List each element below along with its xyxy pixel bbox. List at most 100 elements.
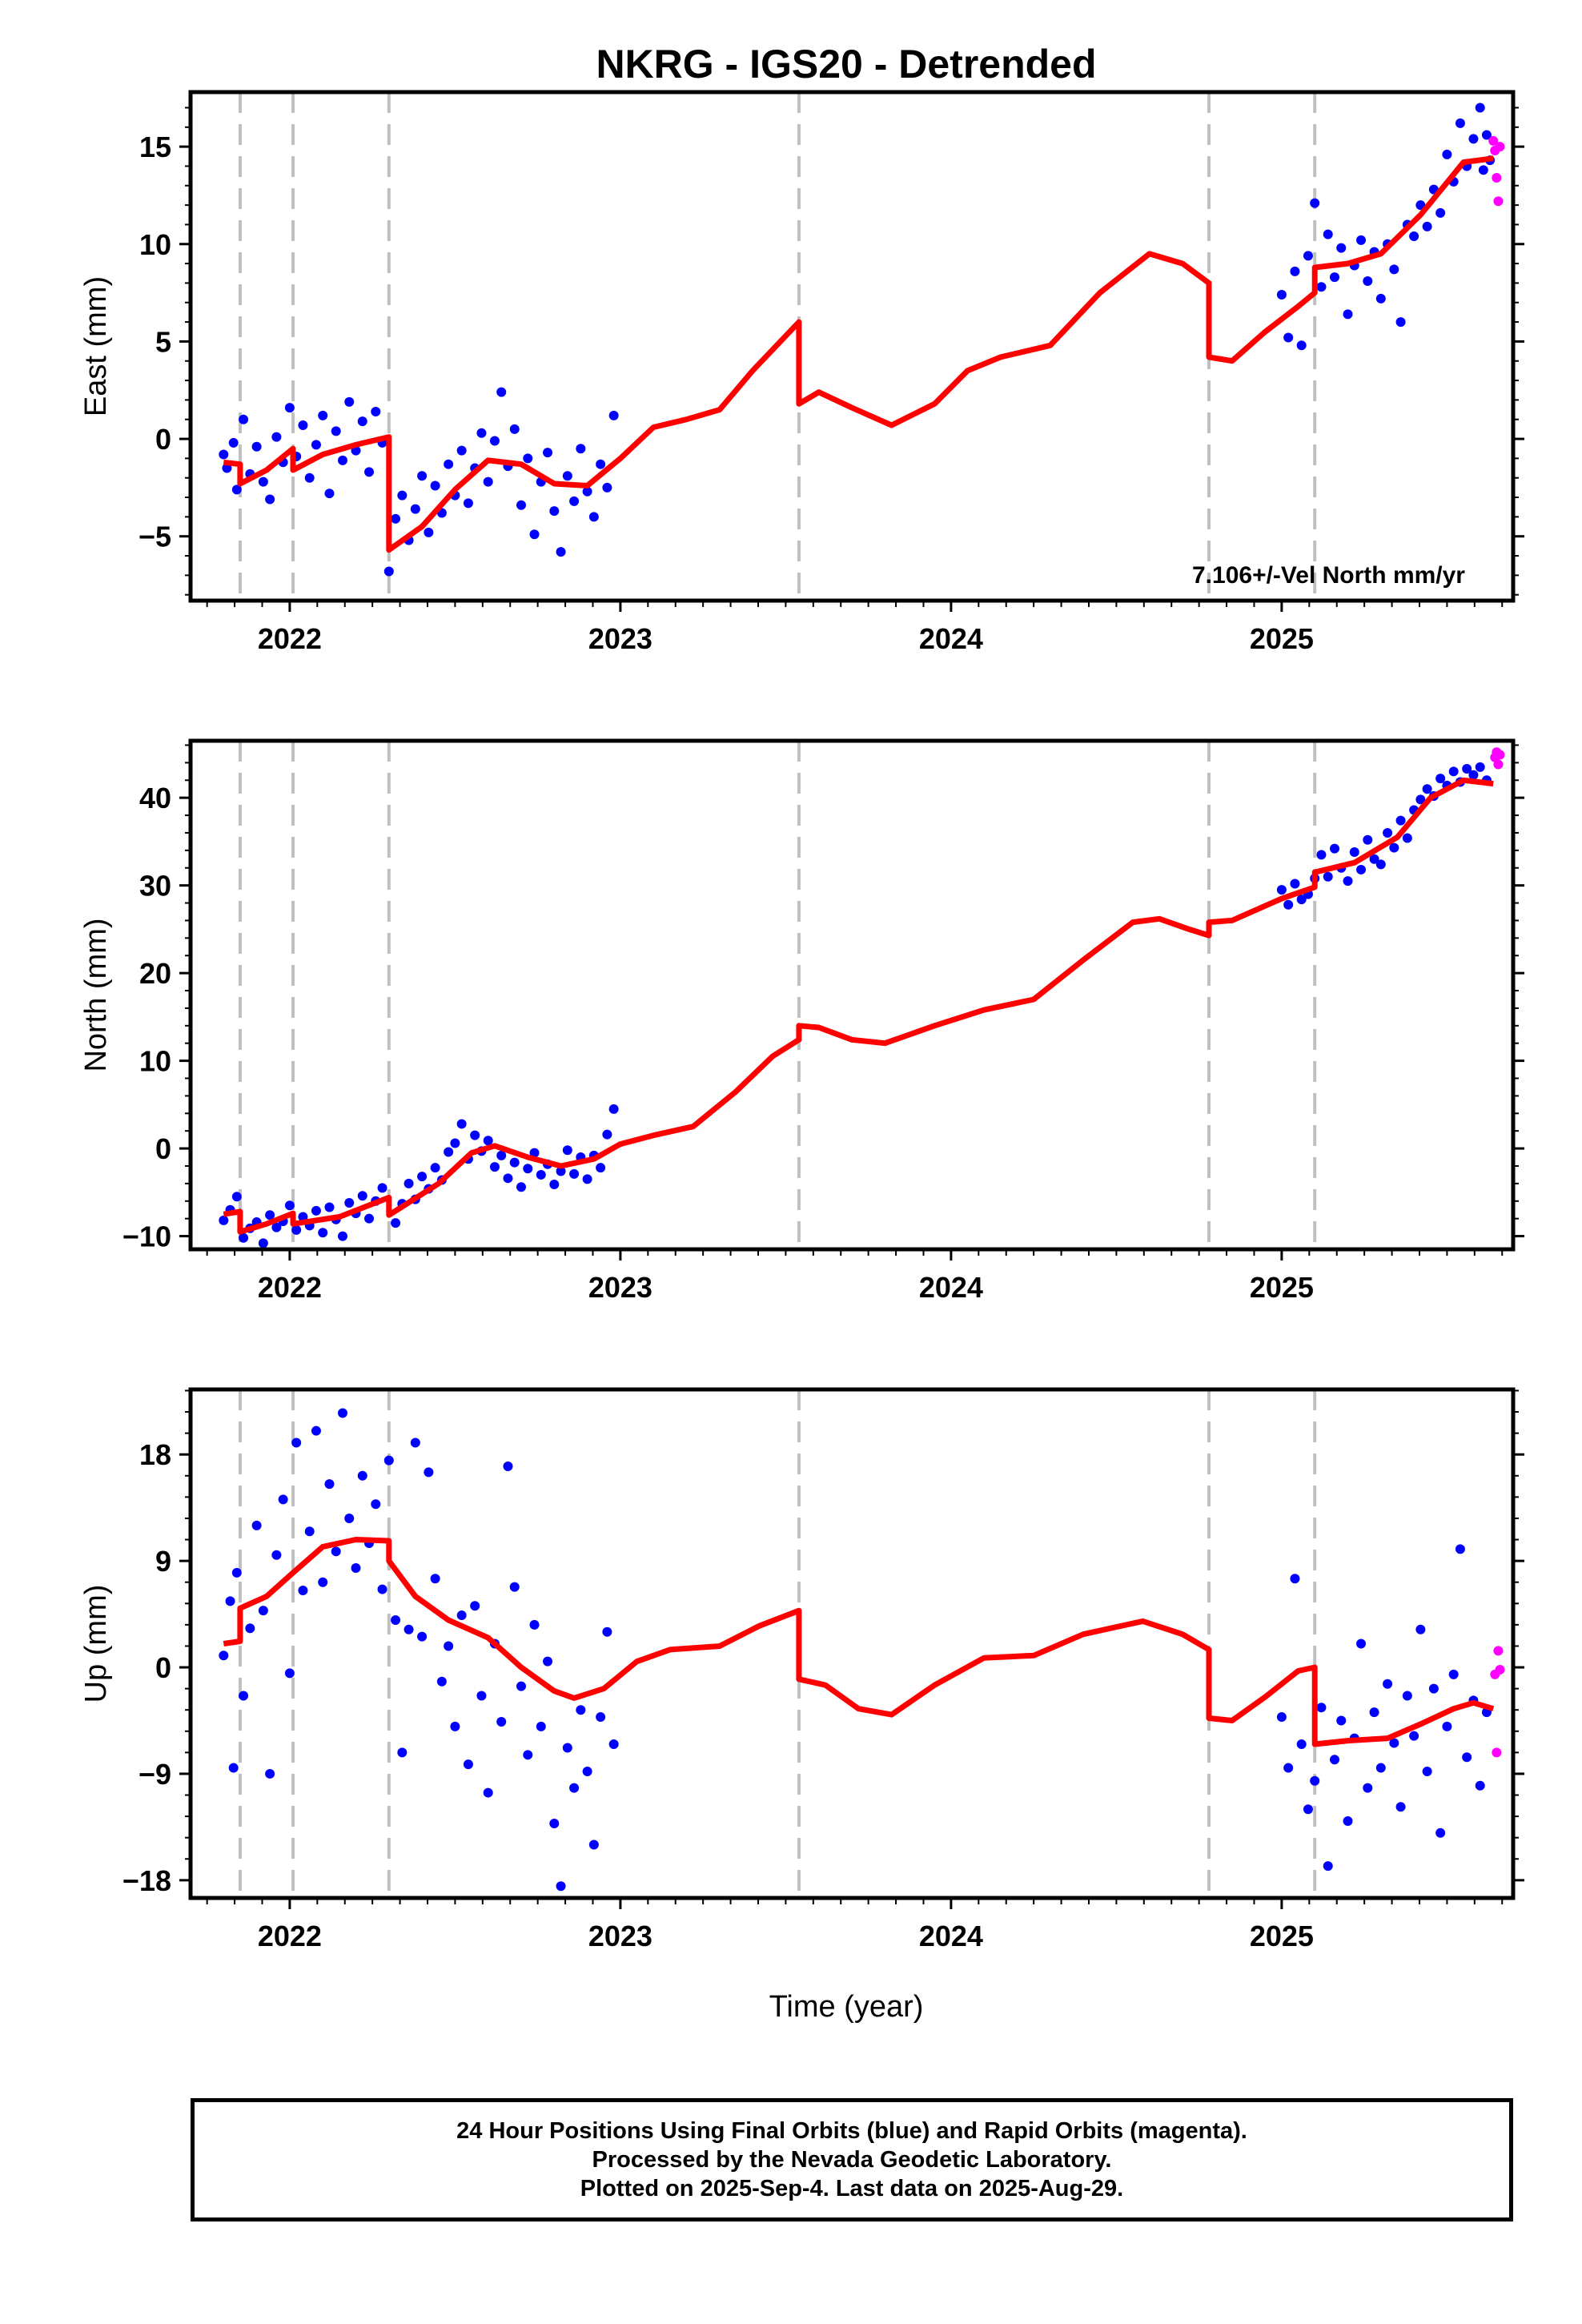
- final-orbit-point: [588, 1839, 599, 1850]
- final-orbit-point: [549, 1818, 560, 1828]
- final-orbit-point: [436, 1676, 447, 1687]
- final-orbit-point: [1415, 200, 1426, 211]
- final-orbit-point: [391, 1614, 401, 1625]
- final-orbit-point: [239, 414, 249, 424]
- final-orbit-point: [1316, 282, 1327, 292]
- final-orbit-point: [417, 1172, 428, 1182]
- final-orbit-point: [1290, 1574, 1300, 1584]
- x-tick-label: 2022: [258, 1271, 322, 1304]
- x-tick-label: 2025: [1250, 622, 1314, 655]
- plot-frame: [188, 1387, 1516, 1900]
- final-orbit-point: [1356, 864, 1367, 875]
- final-orbit-point: [470, 1130, 480, 1140]
- final-orbit-point: [489, 1162, 500, 1172]
- final-orbit-point: [1462, 1752, 1472, 1763]
- up-data: [219, 1408, 1505, 1892]
- final-orbit-point: [291, 1437, 302, 1448]
- final-orbit-point: [1276, 885, 1287, 895]
- final-orbit-point: [489, 436, 500, 446]
- final-orbit-point: [344, 1197, 355, 1208]
- final-orbit-point: [357, 416, 367, 427]
- final-orbit-point: [596, 459, 606, 469]
- final-orbit-point: [476, 428, 487, 438]
- final-orbit-point: [391, 513, 401, 524]
- final-orbit-point: [1448, 766, 1459, 777]
- final-orbit-point: [311, 1425, 321, 1436]
- final-orbit-point: [1276, 1712, 1287, 1723]
- final-orbit-point: [284, 1200, 295, 1211]
- final-orbit-point: [383, 1455, 394, 1466]
- final-orbit-point: [1395, 317, 1406, 328]
- final-orbit-point: [456, 1610, 467, 1621]
- final-orbit-point: [1383, 1679, 1393, 1689]
- final-orbit-point: [251, 1520, 262, 1530]
- final-orbit-point: [397, 490, 408, 501]
- rapid-orbit-point: [1495, 142, 1505, 152]
- final-orbit-point: [582, 486, 592, 497]
- final-orbit-point: [569, 496, 580, 506]
- final-orbit-point: [298, 1586, 308, 1596]
- panel-east: 15 10 5 0 −5 2022 2023 2024 2025 East (mm) 7.106+/…: [79, 90, 1524, 655]
- chart-title: NKRG - IGS20 - Detrended: [596, 42, 1096, 86]
- final-orbit-point: [569, 1168, 580, 1179]
- final-orbit-point: [556, 1166, 566, 1176]
- final-orbit-point: [337, 455, 347, 465]
- final-orbit-point: [1296, 1739, 1307, 1750]
- final-orbit-point: [1310, 1775, 1320, 1786]
- y-tick-label: 15: [139, 131, 171, 163]
- rapid-orbit-point: [1488, 135, 1499, 146]
- final-orbit-point: [483, 1787, 493, 1798]
- final-orbit-point: [450, 1721, 460, 1731]
- final-orbit-point: [543, 1656, 553, 1667]
- final-orbit-point: [239, 1691, 249, 1701]
- final-orbit-point: [231, 485, 242, 495]
- final-orbit-point: [1290, 266, 1300, 276]
- footer-line-orbits: 24 Hour Positions Using Final Orbits (bl…: [456, 2118, 1247, 2144]
- final-orbit-point: [1478, 165, 1488, 175]
- final-orbit-point: [1356, 1638, 1367, 1649]
- y-tick-label: 0: [155, 423, 171, 456]
- final-orbit-point: [516, 500, 526, 510]
- final-orbit-point: [1329, 1755, 1339, 1765]
- final-orbit-point: [1415, 794, 1426, 805]
- final-orbit-point: [562, 471, 572, 481]
- x-tick-label: 2025: [1250, 1271, 1314, 1304]
- final-orbit-point: [318, 410, 328, 420]
- final-orbit-point: [424, 1467, 434, 1478]
- final-orbit-point: [284, 403, 295, 413]
- y-tick-label: 20: [139, 957, 171, 990]
- final-orbit-point: [1383, 827, 1393, 838]
- final-orbit-point: [357, 1470, 367, 1481]
- y-tick-label: 0: [155, 1651, 171, 1684]
- final-orbit-point: [1316, 850, 1327, 860]
- final-orbit-point: [404, 1624, 414, 1634]
- panel-up: 18 9 0 −9 −18 2022 2023 2024 2025 Up (mm): [79, 1387, 1524, 1952]
- x-tick-label: 2024: [919, 1920, 983, 1952]
- model-fit-line: [223, 777, 1494, 1235]
- final-orbit-point: [503, 1173, 513, 1184]
- final-orbit-point: [1336, 1715, 1347, 1726]
- final-orbit-point: [258, 476, 268, 487]
- final-orbit-point: [304, 472, 315, 483]
- north-data: [219, 747, 1505, 1248]
- final-orbit-point: [556, 1881, 566, 1892]
- footer-line-processed: Processed by the Nevada Geodetic Laborat…: [592, 2147, 1112, 2173]
- final-orbit-point: [324, 1479, 335, 1490]
- final-orbit-point: [278, 1494, 288, 1505]
- final-orbit-point: [529, 529, 540, 540]
- final-orbit-point: [424, 527, 434, 537]
- final-orbit-point: [562, 1743, 572, 1753]
- final-orbit-point: [1290, 879, 1300, 889]
- final-orbit-point: [509, 1582, 520, 1592]
- final-orbit-point: [1475, 103, 1485, 113]
- final-orbit-point: [291, 1224, 302, 1235]
- final-orbit-point: [1323, 229, 1333, 239]
- final-orbit-point: [377, 1183, 387, 1193]
- final-orbit-point: [404, 1178, 414, 1188]
- final-orbit-point: [483, 476, 493, 487]
- final-orbit-point: [298, 420, 308, 431]
- y-tick-label: 18: [139, 1438, 171, 1471]
- final-orbit-point: [219, 449, 229, 460]
- final-orbit-point: [410, 1437, 420, 1448]
